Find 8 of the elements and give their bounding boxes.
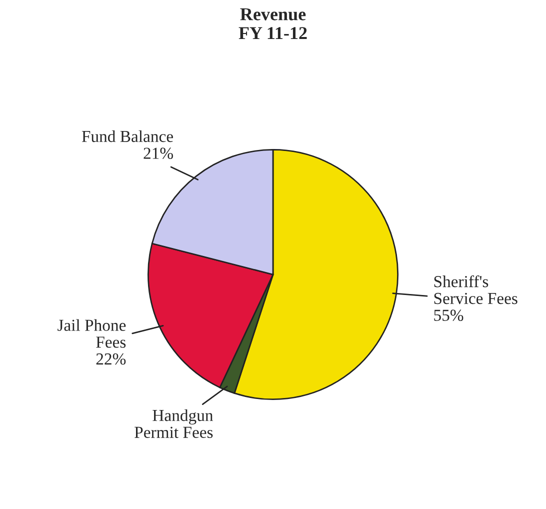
data-label: 22% xyxy=(96,353,126,365)
slice-label: Sheriff's Service Fees xyxy=(434,275,518,304)
slice-label: Handgun Permit Fees xyxy=(134,409,214,438)
data-label: 55% xyxy=(434,310,464,321)
slice-label: Fund Balance xyxy=(82,130,173,142)
data-label: 21% xyxy=(144,148,173,159)
slice-label: Jail Phone Fees xyxy=(58,319,126,348)
chart-title: Revenue FY 11-12 xyxy=(238,8,307,40)
